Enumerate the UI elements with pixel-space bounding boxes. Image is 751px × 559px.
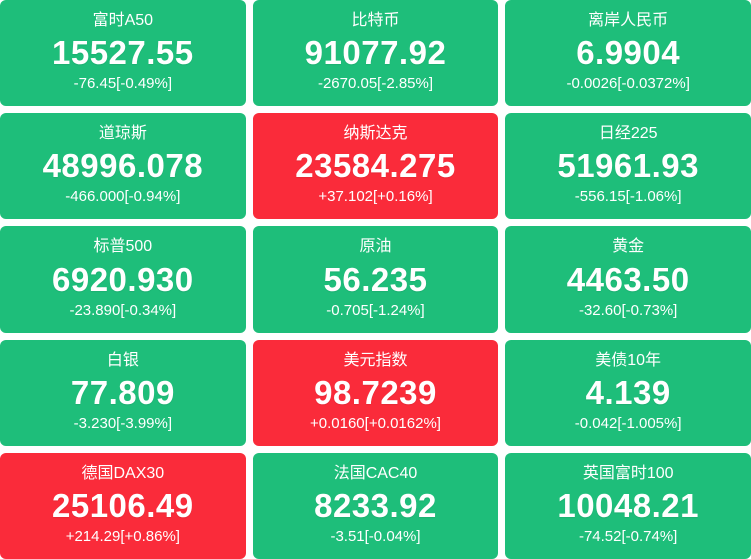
instrument-change: -3.230[-3.99%] [73, 414, 173, 432]
market-tile-7[interactable]: 标普500 6920.930 -23.890[-0.34%] [0, 226, 246, 333]
instrument-change: -0.0026[-0.0372%] [566, 75, 690, 93]
instrument-price: 6.9904 [576, 34, 681, 72]
instrument-price: 48996.078 [42, 147, 204, 185]
instrument-price: 8233.92 [314, 486, 437, 524]
instrument-change: -23.890[-0.34%] [69, 301, 177, 319]
market-tile-12[interactable]: 美债10年 4.139 -0.042[-1.005%] [505, 339, 751, 446]
instrument-name: 美元指数 [343, 351, 408, 369]
market-tile-5[interactable]: 纳斯达克 23584.275 +37.102[+0.16%] [252, 113, 499, 220]
market-tile-13[interactable]: 德国DAX30 25106.49 +214.29[+0.86%] [0, 452, 246, 559]
market-tile-2[interactable]: 比特币 91077.92 -2670.05[-2.85%] [252, 0, 499, 107]
instrument-price: 98.7239 [314, 373, 437, 411]
instrument-name: 法国CAC40 [333, 464, 418, 482]
instrument-change: -74.52[-0.74%] [578, 527, 678, 545]
instrument-name: 原油 [359, 238, 392, 256]
instrument-change: -0.705[-1.24%] [326, 301, 425, 319]
market-tile-15[interactable]: 英国富时100 10048.21 -74.52[-0.74%] [505, 452, 751, 559]
instrument-price: 25106.49 [52, 486, 194, 524]
instrument-name: 白银 [106, 351, 139, 369]
instrument-change: +37.102[+0.16%] [318, 188, 433, 206]
instrument-change: -2670.05[-2.85%] [317, 75, 434, 93]
instrument-name: 道琼斯 [98, 125, 147, 143]
market-tile-9[interactable]: 黄金 4463.50 -32.60[-0.73%] [505, 226, 751, 333]
instrument-change: -32.60[-0.73%] [578, 301, 678, 319]
instrument-change: -76.45[-0.49%] [73, 75, 173, 93]
instrument-price: 77.809 [70, 373, 175, 411]
market-tile-8[interactable]: 原油 56.235 -0.705[-1.24%] [252, 226, 499, 333]
instrument-name: 离岸人民币 [588, 12, 669, 29]
instrument-price: 23584.275 [295, 147, 456, 185]
market-tile-1[interactable]: 富时A50 15527.55 -76.45[-0.49%] [0, 0, 246, 107]
market-tile-4[interactable]: 道琼斯 48996.078 -466.000[-0.94%] [0, 113, 246, 220]
instrument-change: -556.15[-1.06%] [574, 188, 682, 206]
instrument-name: 富时A50 [92, 12, 154, 29]
instrument-price: 51961.93 [557, 147, 699, 185]
market-tile-14[interactable]: 法国CAC40 8233.92 -3.51[-0.04%] [252, 452, 499, 559]
instrument-price: 10048.21 [557, 486, 699, 524]
instrument-price: 91077.92 [304, 34, 447, 72]
instrument-name: 美债10年 [595, 351, 662, 369]
instrument-name: 英国富时100 [582, 464, 674, 482]
instrument-change: +0.0160[+0.0162%] [310, 414, 441, 432]
market-tile-11[interactable]: 美元指数 98.7239 +0.0160[+0.0162%] [252, 339, 499, 446]
instrument-name: 标普500 [93, 238, 153, 256]
instrument-name: 黄金 [612, 238, 645, 256]
instrument-change: -466.000[-0.94%] [65, 188, 181, 206]
instrument-change: +214.29[+0.86%] [65, 527, 180, 545]
instrument-name: 纳斯达克 [343, 125, 408, 143]
market-tile-6[interactable]: 日经225 51961.93 -556.15[-1.06%] [505, 113, 751, 220]
instrument-change: -0.042[-1.005%] [574, 414, 682, 432]
instrument-change: -3.51[-0.04%] [330, 527, 421, 545]
market-tile-3[interactable]: 离岸人民币 6.9904 -0.0026[-0.0372%] [505, 0, 751, 107]
instrument-price: 4463.50 [566, 260, 690, 298]
instrument-name: 德国DAX30 [81, 464, 165, 482]
instrument-price: 4.139 [585, 373, 671, 411]
instrument-name: 比特币 [351, 12, 400, 29]
market-tile-10[interactable]: 白银 77.809 -3.230[-3.99%] [0, 339, 246, 446]
instrument-price: 6920.930 [52, 260, 194, 298]
instrument-price: 56.235 [323, 260, 428, 298]
instrument-name: 日经225 [598, 125, 658, 143]
instrument-price: 15527.55 [52, 34, 194, 72]
